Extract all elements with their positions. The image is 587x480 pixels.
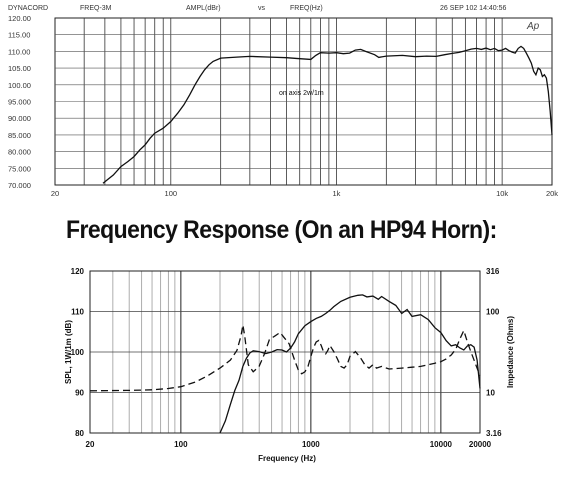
bottom-x-tick-label: 1000 [302,440,320,449]
top-y-tick-label: 115.00 [8,31,30,40]
bottom-y-tick-label: 100 [71,348,85,357]
header-yparam: AMPL(dBr) [186,5,221,12]
bottom-y2-tick-label: 316 [486,267,500,276]
top-x-tick-labels: 20 100 1k 10k 20k [51,189,558,198]
bottom-y-tick-label: 120 [71,267,85,276]
top-y-tick-label: 95.000 [8,98,31,107]
bottom-y-tick-label: 90 [75,389,84,398]
top-series-group [102,45,553,184]
top-response-line [102,45,553,184]
bottom-y-tick-label: 110 [71,308,84,317]
top-y-tick-label: 70.000 [8,181,31,190]
bottom-y2-axis-title: Impedance (Ohms) [506,316,515,388]
bottom-series-group [89,294,481,434]
top-y-tick-label: 100.00 [8,81,31,90]
bottom-x-tick-label: 20 [86,440,95,449]
bottom-x-tick-labels: 20 100 1000 10000 20000 [86,440,492,449]
top-y-tick-label: 120.00 [8,14,31,23]
bottom-y2-tick-label: 3.16 [486,429,502,438]
top-frequency-response-chart: DYNACORD FREQ-3M AMPL(dBr) vs FREQ(Hz) 2… [8,5,558,198]
bottom-y2-tick-label: 100 [486,307,500,316]
top-y-tick-label: 75.000 [8,164,31,173]
bottom-y-tick-labels: 80 90 100 110 120 [71,267,85,438]
header-xparam: FREQ(Hz) [290,5,323,12]
header-date: 26 SEP 102 14:40:56 [440,5,507,12]
top-x-tick-label: 10k [496,189,508,198]
bottom-x-axis-title: Frequency (Hz) [258,454,316,463]
top-y-tick-label: 105.00 [8,64,31,73]
header-sweep: FREQ-3M [80,5,112,12]
bottom-x-tick-label: 100 [174,440,188,449]
bottom-impedance-line [89,324,481,392]
annotation-label: on axis 2w/1m [279,90,324,97]
ap-logo: Ap [526,21,540,32]
header-vs: vs [258,5,266,12]
bottom-frequency-response-chart: 80 90 100 110 120 3.16 10 100 316 20 100 1000 1000… [64,267,515,463]
top-y-tick-label: 80.000 [8,148,31,157]
top-y-tick-label: 85.000 [8,131,31,140]
chart-heading: Frequency Response (On an HP94 Horn): [66,216,497,244]
top-y-tick-label: 90.000 [8,114,31,123]
bottom-spl-line [219,294,481,434]
top-y-tick-labels: 70.000 75.000 80.000 85.000 90.000 95.000 100.… [8,14,31,190]
top-x-tick-label: 20 [51,189,59,198]
bottom-x-tick-label: 10000 [430,440,453,449]
top-x-tick-label: 100 [165,189,178,198]
bottom-y-tick-label: 80 [75,429,84,438]
bottom-y2-tick-labels: 3.16 10 100 316 [486,267,502,438]
top-y-tick-label: 110.00 [8,47,30,56]
top-x-tick-label: 20k [546,189,558,198]
top-x-tick-label: 1k [333,189,341,198]
bottom-y-axis-title: SPL, 1W/1m (dB) [64,320,73,384]
header-brand: DYNACORD [8,5,48,12]
bottom-plot-frame [89,270,481,434]
bottom-y2-tick-label: 10 [486,388,495,397]
bottom-x-tick-label: 20000 [469,440,492,449]
